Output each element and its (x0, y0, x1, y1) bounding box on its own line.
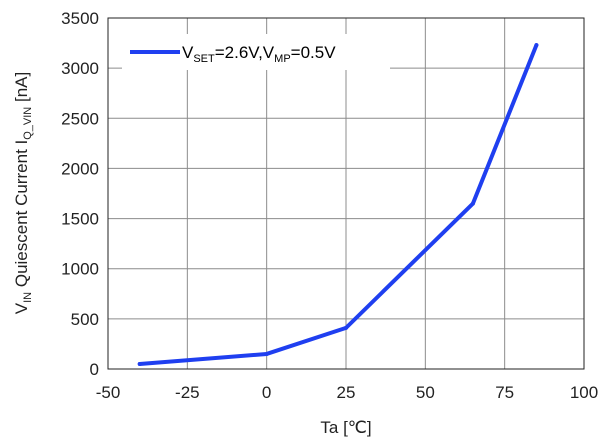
x-tick-label: -50 (96, 383, 121, 402)
data-point (534, 43, 539, 48)
series-layer (137, 43, 539, 366)
legend-entry-a-sub: SET (193, 53, 215, 65)
y-axis-label-part2: Quiescent Current I (12, 140, 31, 292)
x-tick-label: -25 (175, 383, 200, 402)
legend-entry-a: V (182, 43, 194, 62)
y-axis-label-sub1: IN (22, 292, 34, 303)
legend-entry-b: =2.6V,V (215, 43, 275, 62)
legend-entry-c: =0.5V (291, 43, 337, 62)
y-tick-label: 1500 (61, 210, 99, 229)
y-tick-label: 2000 (61, 159, 99, 178)
x-tick-label: 50 (416, 383, 435, 402)
x-tick-label: 75 (495, 383, 514, 402)
x-tick-label: 25 (337, 383, 356, 402)
y-tick-label: 3500 (61, 9, 99, 28)
x-axis-label: Ta [℃] (320, 418, 371, 437)
y-axis-label-part1: V (12, 302, 31, 314)
data-point (470, 201, 475, 206)
x-tick-label: 100 (570, 383, 598, 402)
x-tick-label: 0 (262, 383, 271, 402)
y-axis-label-sub2: Q_VIN (22, 107, 34, 140)
y-axis-label-part3: [nA] (12, 72, 31, 107)
data-point (137, 361, 142, 366)
y-tick-labels: 0 500 1000 1500 2000 2500 3000 3500 (61, 9, 99, 379)
legend: VSET=2.6V,VMP=0.5V (122, 34, 390, 70)
y-tick-label: 2500 (61, 109, 99, 128)
y-tick-label: 500 (71, 310, 99, 329)
data-point (264, 351, 269, 356)
x-tick-labels: -50 -25 0 25 50 75 100 (96, 383, 598, 402)
plot-frame (107, 17, 585, 370)
y-tick-label: 1000 (61, 260, 99, 279)
y-tick-label: 0 (90, 360, 99, 379)
legend-entry-b-sub: MP (274, 53, 291, 65)
y-tick-label: 3000 (61, 59, 99, 78)
legend-entry: VSET=2.6V,VMP=0.5V (182, 43, 336, 65)
data-point (344, 325, 348, 330)
y-axis-label: VIN Quiescent Current IQ_VIN [nA] (12, 72, 34, 314)
